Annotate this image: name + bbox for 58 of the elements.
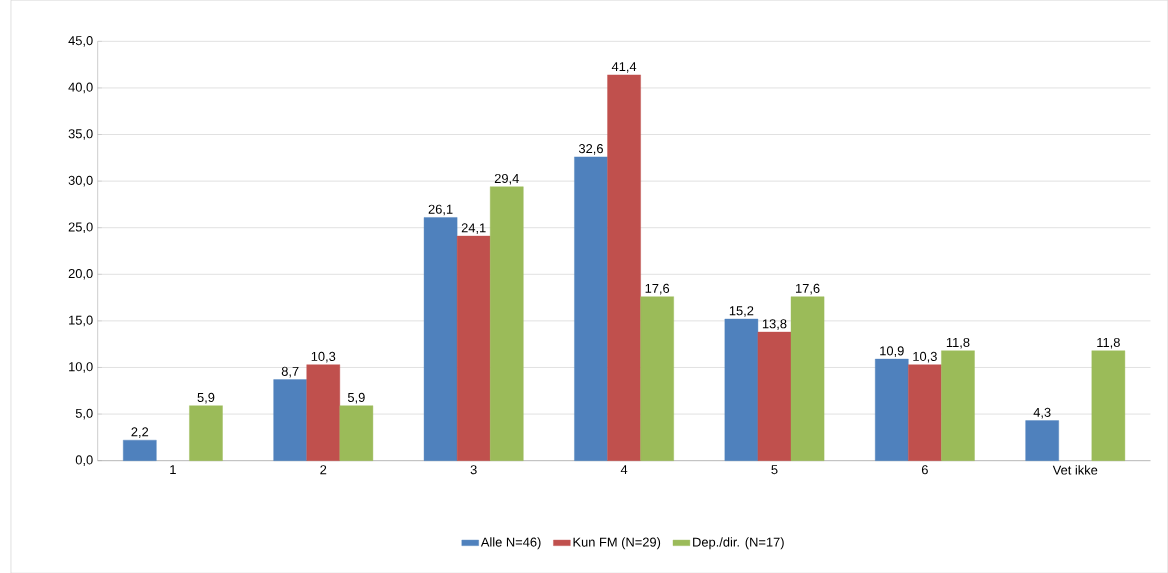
data-label: 13,8 bbox=[762, 319, 787, 330]
bar bbox=[123, 439, 157, 461]
x-tick-label: 4 bbox=[620, 464, 628, 474]
bar bbox=[456, 235, 491, 461]
legend-label: Alle N=46) bbox=[480, 537, 541, 550]
data-label: 10,3 bbox=[913, 351, 937, 363]
bar bbox=[941, 350, 975, 461]
bar bbox=[757, 331, 792, 461]
data-label: 8,7 bbox=[281, 366, 299, 378]
data-label: 5,9 bbox=[197, 392, 215, 404]
bar bbox=[339, 405, 374, 461]
bar bbox=[1091, 350, 1126, 461]
x-tick-label: 6 bbox=[921, 464, 928, 475]
data-label: 17,6 bbox=[645, 283, 670, 295]
bar bbox=[273, 379, 307, 461]
bar bbox=[1025, 420, 1059, 461]
x-tick-label: Vet ikke bbox=[1052, 464, 1098, 475]
x-tick-label: 3 bbox=[470, 464, 477, 475]
y-tick-label: 15,0 bbox=[69, 315, 93, 327]
x-tick-label: 5 bbox=[771, 464, 778, 474]
bar bbox=[306, 364, 341, 461]
y-tick-label: 45,0 bbox=[68, 35, 93, 47]
data-label: 2,2 bbox=[131, 427, 149, 438]
bar bbox=[640, 296, 674, 461]
bar bbox=[908, 364, 942, 461]
data-label: 15,2 bbox=[729, 306, 754, 317]
bar bbox=[490, 186, 524, 461]
x-tick-label: 2 bbox=[320, 464, 327, 474]
bar bbox=[189, 405, 223, 461]
y-tick-label: 20,0 bbox=[68, 268, 93, 280]
y-tick-label: 25,0 bbox=[68, 222, 93, 233]
y-tick-label: 0,0 bbox=[75, 455, 93, 466]
data-label: 11,8 bbox=[1097, 337, 1120, 349]
bar bbox=[724, 318, 759, 461]
data-label: 4,3 bbox=[1033, 407, 1051, 419]
y-tick-label: 5,0 bbox=[75, 408, 93, 420]
bar bbox=[607, 74, 641, 461]
y-tick-label: 10,0 bbox=[69, 361, 93, 373]
data-label: 5,9 bbox=[347, 392, 365, 404]
data-label: 41,4 bbox=[611, 62, 637, 73]
data-label: 26,1 bbox=[428, 204, 453, 216]
bar bbox=[574, 156, 608, 461]
x-tick-label: 1 bbox=[170, 464, 176, 474]
y-tick-label: 30,0 bbox=[68, 175, 93, 187]
bar bbox=[790, 296, 825, 461]
data-label: 29,4 bbox=[494, 173, 519, 185]
legend-label: Kun FM (N=29) bbox=[573, 537, 661, 550]
data-label: 11,8 bbox=[946, 337, 970, 349]
bar bbox=[875, 358, 909, 461]
y-tick-label: 40,0 bbox=[68, 82, 93, 94]
data-label: 10,3 bbox=[311, 351, 336, 363]
data-label: 17,6 bbox=[795, 283, 820, 295]
data-label: 24,1 bbox=[461, 223, 486, 234]
data-label: 10,9 bbox=[880, 346, 904, 357]
data-label: 32,6 bbox=[578, 143, 603, 155]
legend-label: Dep./dir. (N=17) bbox=[693, 537, 784, 550]
y-tick-label: 35,0 bbox=[68, 129, 93, 140]
bar bbox=[423, 217, 458, 461]
